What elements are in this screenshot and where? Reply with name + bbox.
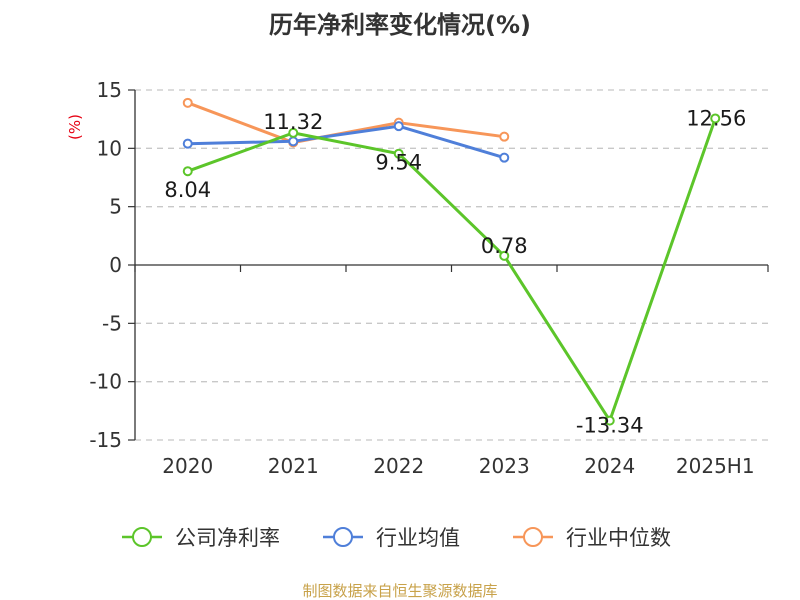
y-tick-label: 10 bbox=[97, 136, 122, 160]
data-point bbox=[393, 121, 404, 132]
legend-marker bbox=[523, 527, 543, 547]
series-2 bbox=[182, 97, 510, 148]
legend-label: 行业均值 bbox=[376, 526, 460, 550]
data-point bbox=[182, 138, 193, 149]
legend-item-2: 行业中位数 bbox=[513, 526, 671, 550]
data-point bbox=[710, 113, 721, 124]
data-label: 0.78 bbox=[481, 234, 528, 258]
data-point bbox=[182, 97, 193, 108]
series-layer bbox=[182, 97, 721, 426]
y-tick-label: 0 bbox=[109, 253, 122, 277]
y-tick-label: -5 bbox=[102, 311, 122, 335]
source-note: 制图数据来自恒生聚源数据库 bbox=[302, 582, 497, 600]
y-tick-label: -15 bbox=[89, 428, 122, 452]
legend-label: 行业中位数 bbox=[566, 526, 671, 550]
data-label: 12.56 bbox=[686, 106, 746, 130]
series-0 bbox=[182, 113, 721, 426]
x-tick-label: 2025H1 bbox=[676, 454, 755, 478]
series-line bbox=[187, 118, 717, 423]
data-point bbox=[288, 127, 299, 138]
data-point bbox=[499, 250, 510, 261]
legend-marker bbox=[333, 527, 353, 547]
data-point bbox=[604, 415, 615, 426]
y-tick-label: 5 bbox=[109, 195, 122, 219]
x-tick-label: 2023 bbox=[479, 454, 530, 478]
chart-title: 历年净利率变化情况(%) bbox=[269, 11, 531, 39]
series-line bbox=[187, 101, 505, 144]
data-point bbox=[499, 131, 510, 142]
series-1 bbox=[182, 121, 510, 163]
data-label: 9.54 bbox=[375, 151, 422, 175]
y-tick-label: -10 bbox=[89, 370, 122, 394]
x-tick-label: 2024 bbox=[584, 454, 635, 478]
data-point bbox=[393, 148, 404, 159]
y-axis-label: (%) bbox=[66, 114, 84, 140]
legend-item-0: 公司净利率 bbox=[122, 526, 280, 550]
legend-label: 公司净利率 bbox=[175, 526, 280, 550]
y-tick-label: 15 bbox=[97, 78, 122, 102]
data-point bbox=[182, 166, 193, 177]
data-point bbox=[499, 152, 510, 163]
x-tick-label: 2020 bbox=[162, 454, 213, 478]
x-tick-label: 2022 bbox=[373, 454, 424, 478]
data-point bbox=[288, 136, 299, 147]
data-label: 11.32 bbox=[263, 110, 323, 134]
data-label: 8.04 bbox=[164, 178, 211, 202]
legend-marker bbox=[132, 527, 152, 547]
data-label: -13.34 bbox=[576, 414, 644, 438]
legend-item-1: 行业均值 bbox=[323, 526, 460, 550]
legend: 公司净利率 行业均值 行业中位数 bbox=[122, 526, 671, 550]
axes: 15 10 5 0 -5 -10 -15 2020 2021 2022 2023 2024 2025H1 bbox=[89, 78, 769, 478]
x-tick-label: 2021 bbox=[268, 454, 319, 478]
series-line bbox=[187, 124, 505, 160]
data-labels: 8.04 11.32 9.54 0.78 -13.34 12.56 bbox=[164, 106, 746, 437]
